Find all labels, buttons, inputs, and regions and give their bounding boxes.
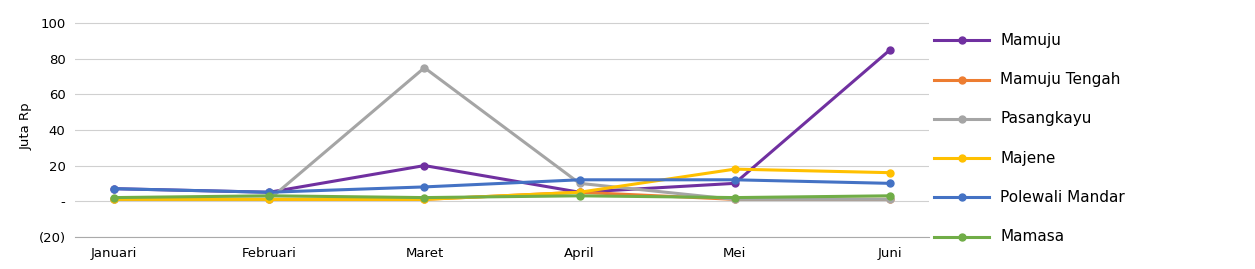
Polewali Mandar [572,178,587,181]
Mamuju Tengah [262,198,277,201]
Mamasa [107,196,122,199]
Majene [107,198,122,201]
Polewali Mandar [727,178,742,181]
Polewali Mandar [882,182,897,185]
Pasangkayu [882,198,897,201]
Mamuju [882,48,897,52]
Mamasa [882,194,897,197]
Line: Mamuju: Mamuju [110,47,894,196]
Majene [262,198,277,201]
Line: Majene: Majene [110,166,894,203]
Text: Mamuju Tengah: Mamuju Tengah [1000,72,1121,87]
Pasangkayu [262,198,277,201]
Majene [727,168,742,171]
Pasangkayu [572,182,587,185]
Line: Mamuju Tengah: Mamuju Tengah [110,189,894,203]
Mamuju [727,182,742,185]
Majene [882,171,897,174]
Polewali Mandar [107,187,122,190]
Line: Mamasa: Mamasa [110,192,894,201]
Mamuju Tengah [727,198,742,201]
Mamasa [417,196,432,199]
Mamuju Tengah [572,191,587,194]
Mamuju [417,164,432,167]
Polewali Mandar [417,185,432,189]
Text: Mamasa: Mamasa [1000,229,1064,244]
Pasangkayu [727,198,742,201]
Pasangkayu [417,66,432,69]
Mamuju [262,191,277,194]
Mamasa [727,196,742,199]
Mamuju Tengah [417,198,432,201]
Text: Majene: Majene [1000,151,1055,166]
Majene [572,191,587,194]
Mamuju Tengah [107,198,122,201]
Mamuju [107,187,122,190]
Y-axis label: Juta Rp: Juta Rp [20,102,33,150]
Line: Polewali Mandar: Polewali Mandar [110,176,894,196]
Text: Polewali Mandar: Polewali Mandar [1000,190,1126,205]
Pasangkayu [107,198,122,201]
Mamuju [572,191,587,194]
Majene [417,198,432,201]
Line: Pasangkayu: Pasangkayu [110,64,894,203]
Text: Mamuju: Mamuju [1000,33,1062,48]
Mamasa [572,194,587,197]
Mamuju Tengah [882,198,897,201]
Mamasa [262,194,277,197]
Text: Pasangkayu: Pasangkayu [1000,111,1092,126]
Polewali Mandar [262,191,277,194]
